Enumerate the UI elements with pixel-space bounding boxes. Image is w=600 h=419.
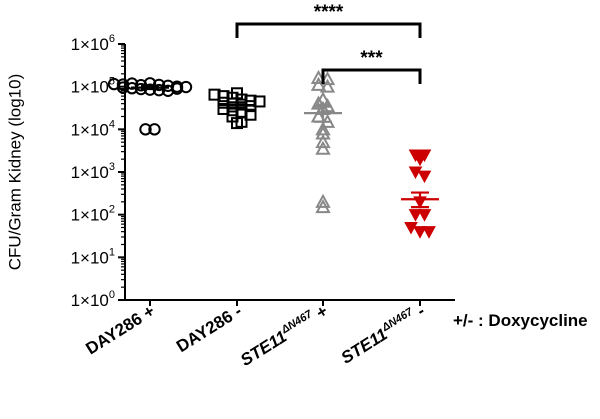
data-point bbox=[315, 193, 331, 208]
data-point bbox=[422, 226, 436, 239]
significance-label: **** bbox=[314, 2, 344, 23]
significance-bracket bbox=[235, 22, 422, 38]
y-tick-label: 1×100 bbox=[71, 289, 115, 310]
data-points bbox=[107, 69, 436, 239]
y-tick-label: 1×103 bbox=[71, 161, 115, 182]
significance-bracket bbox=[321, 68, 422, 84]
mean-sem-bars bbox=[131, 85, 439, 209]
significance-brackets: ******* bbox=[235, 2, 422, 84]
data-point bbox=[315, 134, 331, 149]
y-axis-label: CFU/Gram Kidney (log10) bbox=[5, 74, 24, 271]
y-tick-label: 1×106 bbox=[71, 33, 115, 54]
y-tick-label: 1×105 bbox=[71, 76, 115, 97]
data-point bbox=[413, 226, 427, 239]
data-point bbox=[315, 140, 331, 155]
data-point bbox=[116, 81, 130, 94]
x-axis bbox=[124, 299, 455, 306]
data-point bbox=[417, 209, 432, 222]
data-point bbox=[315, 125, 331, 140]
y-tick-label: 1×102 bbox=[71, 204, 115, 225]
data-point bbox=[244, 108, 257, 121]
data-point bbox=[319, 78, 336, 93]
data-point bbox=[408, 209, 423, 222]
x-category-label: DAY286 - bbox=[173, 301, 245, 356]
data-point bbox=[179, 80, 193, 94]
significance-label: *** bbox=[360, 48, 383, 69]
y-axis bbox=[118, 43, 126, 301]
treatment-label: +/- : Doxycycline bbox=[453, 311, 588, 330]
data-point bbox=[148, 123, 161, 136]
data-point bbox=[170, 82, 184, 95]
data-point bbox=[315, 199, 331, 214]
data-point bbox=[417, 170, 432, 184]
data-point bbox=[404, 222, 418, 235]
data-point bbox=[310, 76, 327, 91]
data-point bbox=[413, 153, 427, 167]
data-point bbox=[408, 166, 423, 180]
y-tick-label: 1×101 bbox=[71, 246, 115, 267]
x-category-labels: DAY286 + DAY286 -STE11ΔN467 +STE11ΔN467 - bbox=[82, 300, 428, 370]
data-point bbox=[139, 123, 152, 136]
x-category-label: STE11ΔN467 - bbox=[337, 300, 428, 367]
y-tick-labels: 1×100 1×101 1×102 1×103 1×104 1×105 1×106 bbox=[71, 33, 115, 310]
x-category-label: STE11ΔN467 + bbox=[237, 300, 332, 369]
y-tick-label: 1×104 bbox=[71, 118, 115, 139]
data-point bbox=[231, 117, 243, 130]
